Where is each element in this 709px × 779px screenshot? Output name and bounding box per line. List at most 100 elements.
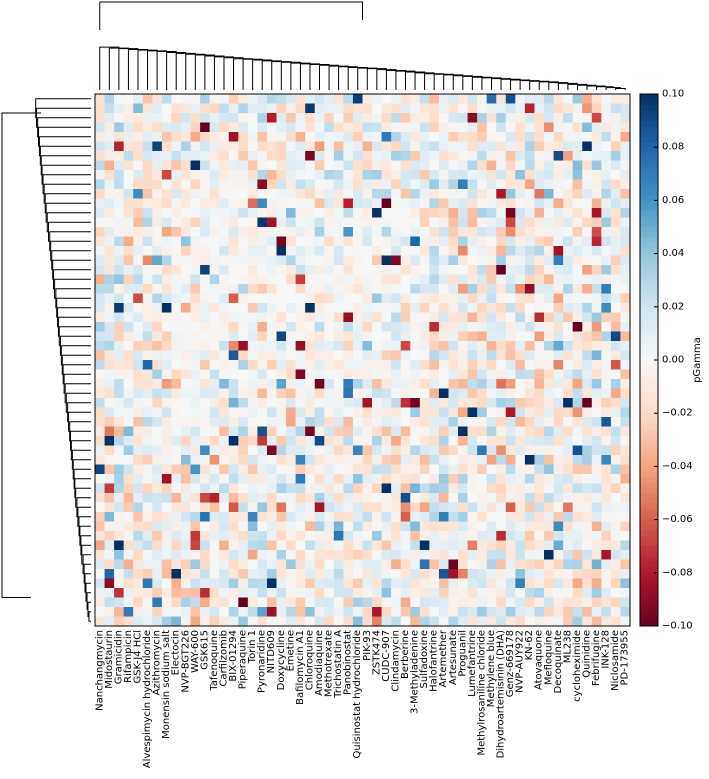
colorbar-segment [640, 152, 658, 159]
heatmap-cell [257, 512, 268, 522]
heatmap-cell [458, 303, 468, 313]
heatmap-cell [505, 369, 516, 380]
heatmap-cell [123, 379, 134, 389]
heatmap-cell [247, 341, 258, 351]
heatmap-cell [114, 455, 124, 465]
heatmap-cell [95, 331, 105, 342]
heatmap-cell [133, 293, 144, 304]
heatmap-cell [219, 379, 230, 389]
heatmap-cell [486, 388, 497, 399]
heatmap-cell [295, 103, 306, 114]
heatmap-cell [534, 113, 545, 123]
heatmap-cell [458, 597, 468, 608]
heatmap-cell [238, 550, 249, 560]
heatmap-cell [190, 398, 201, 408]
heatmap-cell [114, 512, 124, 522]
heatmap-cell [324, 407, 335, 418]
heatmap-cell [381, 436, 392, 446]
heatmap-cell [372, 398, 382, 408]
heatmap-cell [381, 379, 392, 389]
heatmap-cell [505, 455, 516, 465]
heatmap-cell [448, 189, 459, 199]
heatmap-cell [266, 284, 277, 294]
heatmap-cell [171, 189, 182, 199]
heatmap-cell [180, 341, 191, 351]
heatmap-cell [591, 189, 602, 199]
dendrogram-branch [376, 69, 397, 90]
heatmap-cell [161, 483, 172, 494]
heatmap-cell [190, 227, 201, 237]
heatmap-cell [381, 189, 392, 199]
heatmap-cell [219, 445, 230, 456]
heatmap-cell [524, 303, 535, 313]
colorbar-tick-label: 0.00 [662, 355, 684, 366]
heatmap-cell [95, 341, 105, 351]
heatmap-cell [286, 550, 296, 560]
heatmap-cell [266, 160, 277, 171]
heatmap-cell [247, 331, 258, 342]
heatmap-cell [352, 293, 363, 304]
heatmap-cell [95, 426, 105, 437]
heatmap-cell [257, 360, 268, 370]
heatmap-cell [610, 616, 621, 627]
heatmap-cell [104, 236, 115, 247]
heatmap-cell [458, 607, 468, 617]
heatmap-cell [161, 493, 172, 503]
heatmap-cell [180, 578, 191, 589]
heatmap-cell [572, 464, 583, 475]
heatmap-cell [104, 578, 115, 589]
heatmap-cell [295, 122, 306, 133]
heatmap-cell [114, 540, 124, 551]
heatmap-cell [467, 502, 478, 513]
heatmap-cell [419, 360, 430, 370]
heatmap-cell [419, 417, 430, 427]
heatmap-cell [582, 179, 593, 190]
heatmap-cell [582, 607, 593, 617]
heatmap-cell [95, 255, 105, 266]
heatmap-cell [266, 198, 277, 209]
heatmap-cell [458, 103, 468, 114]
heatmap-cell [362, 474, 373, 484]
heatmap-cell [352, 227, 363, 237]
heatmap-cell [372, 217, 382, 228]
heatmap-cell [324, 303, 335, 313]
heatmap-cell [114, 559, 124, 570]
heatmap-cell [95, 312, 105, 323]
heatmap-cell [295, 607, 306, 617]
top-dendrogram [99, 1, 626, 90]
heatmap-cell [352, 588, 363, 598]
heatmap-cell [448, 559, 459, 570]
heatmap-cell [104, 217, 115, 228]
colorbar-segment [640, 269, 658, 276]
heatmap-cell [458, 322, 468, 332]
colorbar-segment [640, 354, 658, 361]
heatmap-cell [534, 331, 545, 342]
heatmap-cell [219, 122, 230, 133]
heatmap-cell [362, 246, 373, 256]
heatmap-cell [553, 151, 564, 161]
heatmap-cell [200, 217, 210, 228]
heatmap-cell [200, 208, 210, 218]
heatmap-cell [563, 141, 573, 152]
heatmap-cell [410, 436, 421, 446]
heatmap-cell [161, 436, 172, 446]
heatmap-cell [161, 445, 172, 456]
heatmap-cell [190, 246, 201, 256]
heatmap-cell [486, 540, 497, 551]
heatmap-cell [400, 578, 411, 589]
heatmap-cell [410, 274, 421, 285]
heatmap-cell [544, 540, 554, 551]
heatmap-cell [133, 540, 144, 551]
heatmap-cell [610, 303, 621, 313]
heatmap-cell [247, 417, 258, 427]
heatmap-cell [496, 559, 507, 570]
dendrogram-branch [50, 240, 91, 261]
heatmap-cell [486, 341, 497, 351]
heatmap-cell [563, 436, 573, 446]
colorbar-tick-label: −0.02 [662, 408, 693, 419]
heatmap-cell [133, 360, 144, 370]
heatmap-cell [190, 360, 201, 370]
heatmap-cell [467, 360, 478, 370]
heatmap-cell [572, 160, 583, 171]
heatmap-cell [133, 170, 144, 180]
